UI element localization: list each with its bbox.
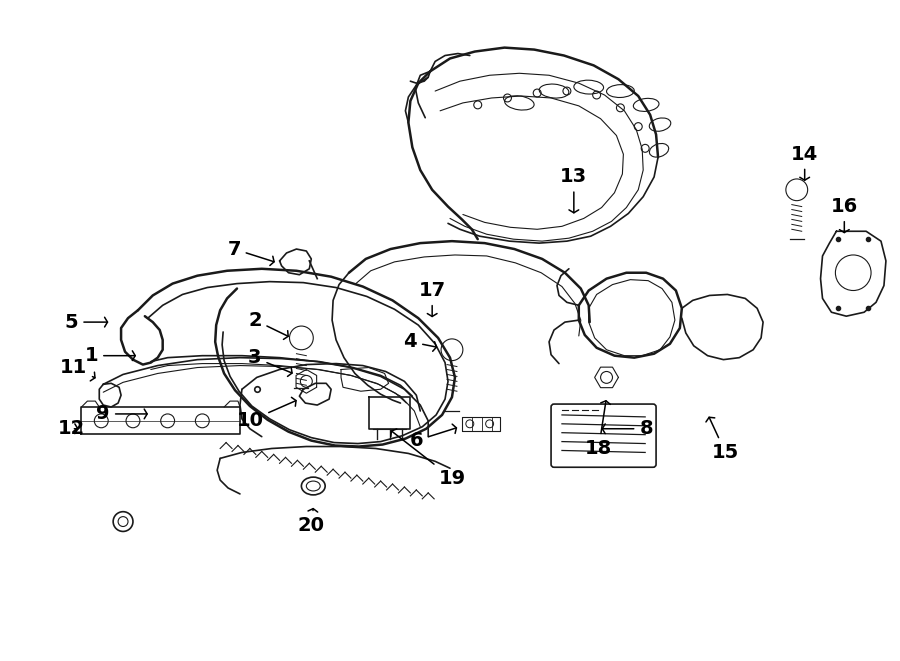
Text: 6: 6	[410, 424, 456, 450]
Text: 16: 16	[831, 197, 858, 233]
Text: 7: 7	[228, 239, 274, 266]
Text: 14: 14	[791, 145, 818, 180]
Text: 17: 17	[418, 281, 446, 317]
Text: 8: 8	[602, 419, 653, 438]
Text: 19: 19	[391, 429, 465, 488]
Text: 2: 2	[248, 311, 288, 339]
Text: 10: 10	[237, 397, 296, 430]
Text: 3: 3	[248, 348, 292, 376]
Text: 1: 1	[85, 346, 135, 365]
Text: 15: 15	[706, 417, 739, 462]
Text: 20: 20	[298, 508, 325, 535]
Text: 13: 13	[561, 167, 588, 213]
Text: 9: 9	[96, 405, 147, 424]
Text: 18: 18	[585, 401, 612, 458]
Text: 12: 12	[58, 419, 86, 438]
Text: 11: 11	[60, 358, 95, 381]
Text: 5: 5	[65, 313, 107, 332]
Text: 4: 4	[403, 332, 436, 352]
